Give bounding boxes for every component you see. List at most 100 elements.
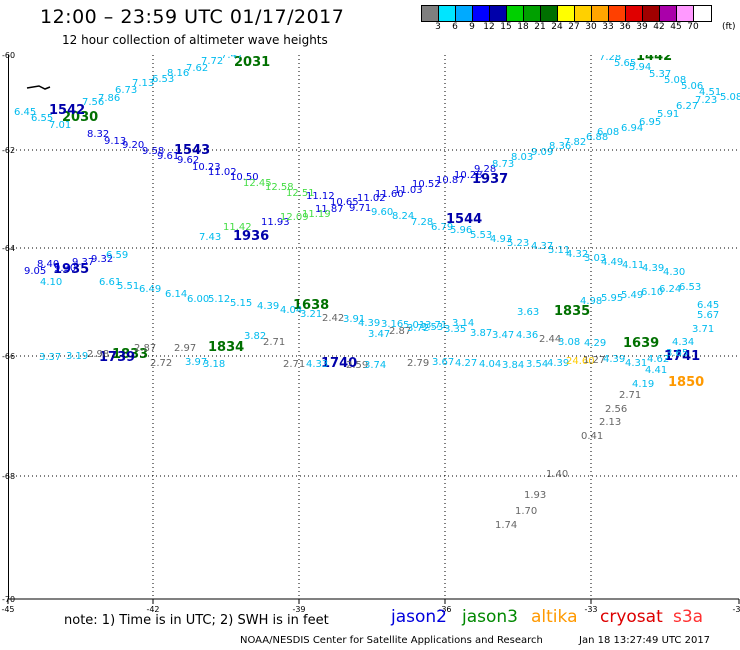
page-title: 12:00 – 23:59 UTC 01/17/2017 — [40, 6, 345, 28]
swh-value-label: 5.65 — [614, 58, 636, 69]
swh-value-label: 2.42 — [322, 313, 344, 324]
swh-value-label: 0.41 — [581, 431, 603, 442]
overpass-time-label: 1834 — [208, 340, 244, 355]
page-subtitle: 12 hour collection of altimeter wave hei… — [62, 33, 328, 47]
overpass-time-label: 1739 — [99, 350, 135, 365]
color-scale-label: 33 — [602, 22, 614, 32]
swh-value-label: 9.71 — [349, 203, 371, 214]
swh-value-label: 10.50 — [230, 172, 259, 183]
swh-value-label: 11.87 — [315, 204, 344, 215]
swh-value-label: 2.71 — [263, 337, 285, 348]
swh-value-label: 11.02 — [357, 193, 386, 204]
swh-value-label: 10.23 — [192, 162, 221, 173]
swh-value-label: 9.13 — [104, 136, 126, 147]
swh-value-label: 3.84 — [502, 360, 524, 371]
color-swatch — [524, 6, 541, 21]
swh-value-label: 5.67 — [697, 310, 719, 321]
swh-value-label: 6.45 — [14, 107, 36, 118]
swh-value-label: 12.51 — [286, 188, 315, 199]
color-scale-label: 18 — [517, 22, 529, 32]
swh-value-label: 4.36 — [516, 330, 538, 341]
color-swatch — [694, 6, 711, 21]
legend-altika: altika — [531, 607, 578, 627]
color-swatch — [660, 6, 677, 21]
swh-value-label: 5.06 — [681, 81, 703, 92]
swh-value-label: 9.60 — [371, 207, 393, 218]
swh-value-label: 6.10 — [641, 287, 663, 298]
legend-s3a: s3a — [673, 607, 704, 627]
map-panel: 2031 1442 1543 2030 1542 1937 1936 1544 1935 1638… — [8, 55, 740, 599]
swh-value-label: 2.97 — [174, 343, 196, 354]
swh-value-label: 3.74 — [364, 360, 386, 371]
overpass-time-label: 1833 — [112, 347, 148, 362]
swh-value-label: 10.87 — [436, 175, 465, 186]
swh-value-label: 7.47 — [221, 55, 243, 61]
swh-value-label: 3.47 — [368, 329, 390, 340]
swh-value-label: 1.74 — [495, 520, 517, 531]
color-swatch — [456, 6, 473, 21]
color-swatch — [422, 6, 439, 21]
swh-value-label: 3.63 — [517, 307, 539, 318]
swh-value-label: 2.44 — [539, 334, 561, 345]
swh-value-label: 3.53 — [421, 322, 443, 333]
swh-value-label: 3.87 — [470, 328, 492, 339]
swh-value-label: 3.65 — [666, 348, 688, 359]
swh-value-label: 3.08 — [558, 337, 580, 348]
swh-value-label: 3.91 — [343, 314, 365, 325]
swh-value-label: 9.09 — [531, 147, 553, 158]
swh-value-label: 2.13 — [599, 417, 621, 428]
legend-jason2: jason2 — [391, 607, 447, 627]
swh-value-label: 3.71 — [425, 320, 447, 331]
swh-value-label: 8.24 — [392, 211, 414, 222]
swh-value-label: 4.37 — [531, 241, 553, 252]
color-swatch — [626, 6, 643, 21]
swh-value-label: 2.79 — [407, 358, 429, 369]
swh-value-label: 2.71 — [619, 390, 641, 401]
swh-value-label: 7.13 — [132, 78, 154, 89]
swh-value-label: 2.56 — [605, 404, 627, 415]
swh-value-label: 1.70 — [515, 506, 537, 517]
color-scale-label: 42 — [653, 22, 665, 32]
swh-value-label: 24.60 — [566, 356, 595, 367]
swh-value-label: 3.21 — [300, 309, 322, 320]
note-text: note: 1) Time is in UTC; 2) SWH is in fe… — [64, 613, 329, 628]
swh-value-label: 6.55 — [31, 113, 53, 124]
overpass-time-label: 1543 — [174, 143, 210, 158]
swh-value-label: 4.39 — [547, 358, 569, 369]
swh-value-label: 3.14 — [452, 318, 474, 329]
swh-value-label: 3.47 — [492, 330, 514, 341]
overpass-time-label: 1542 — [49, 103, 85, 118]
swh-color-scale — [421, 5, 712, 22]
swh-value-label: 5.96 — [450, 225, 472, 236]
color-scale-unit: (ft) — [722, 22, 736, 32]
swh-value-label: 2.59 — [346, 360, 368, 371]
swh-value-label: 8.32 — [87, 129, 109, 140]
swh-value-label: 6.53 — [152, 74, 174, 85]
swh-value-label: 11.19 — [302, 209, 331, 220]
swh-value-label: 5.94 — [629, 62, 651, 73]
color-scale-label: 12 — [483, 22, 495, 32]
swh-value-label: 6.59 — [106, 250, 128, 261]
lon-tick-label: -33 — [584, 605, 597, 614]
swh-value-label: 7.82 — [564, 137, 586, 148]
swh-value-label: 10.28 — [454, 170, 483, 181]
color-scale-label: 15 — [500, 22, 512, 32]
color-swatch — [575, 6, 592, 21]
color-scale-label: 3 — [435, 22, 441, 32]
color-scale-label: 36 — [619, 22, 631, 32]
swh-value-label: 6.94 — [621, 123, 643, 134]
swh-value-label: 5.51 — [117, 281, 139, 292]
footer-timestamp: Jan 18 13:27:49 UTC 2017 — [579, 635, 711, 646]
overpass-time-label: 1638 — [293, 298, 329, 313]
coastline — [26, 85, 51, 90]
swh-value-label: 3.72 — [407, 323, 429, 334]
swh-value-label: 5.23 — [507, 238, 529, 249]
color-swatch — [541, 6, 558, 21]
color-swatch — [558, 6, 575, 21]
swh-value-label: 2.98 — [87, 349, 109, 360]
swh-value-label: 6.27 — [676, 101, 698, 112]
swh-value-label: 9.61 — [157, 151, 179, 162]
swh-value-label: 8.16 — [167, 68, 189, 79]
color-scale-label: 9 — [469, 22, 475, 32]
swh-value-label: 3.67 — [432, 357, 454, 368]
